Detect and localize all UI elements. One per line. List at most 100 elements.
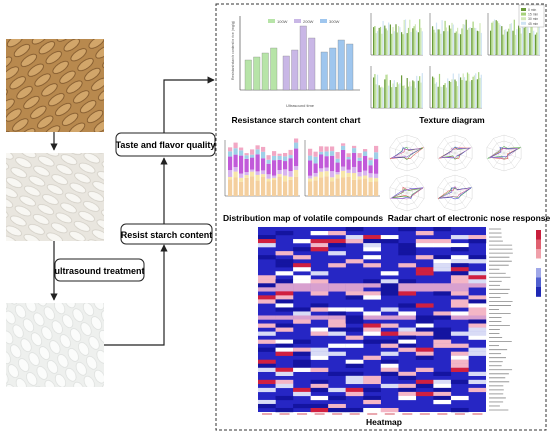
legend-swatch (521, 12, 526, 16)
heat-cell (450, 359, 469, 364)
stack-segment (357, 160, 362, 173)
stack-segment (330, 151, 335, 156)
heat-cell (293, 267, 311, 272)
heat-cell (258, 275, 276, 280)
texture-bar (419, 19, 421, 55)
heat-cell (310, 239, 329, 244)
stack-segment (341, 166, 346, 171)
heat-cell (415, 271, 434, 276)
heat-cell (328, 311, 346, 316)
stack-segment (277, 159, 282, 171)
heat-cell (468, 347, 487, 352)
stack-segment (272, 160, 277, 176)
heat-cell (415, 367, 434, 372)
heat-cell (468, 295, 487, 300)
heat-cell (258, 283, 276, 288)
stack-segment (346, 153, 351, 158)
stack-segment (277, 170, 282, 175)
texture-bar (402, 34, 404, 55)
texture-bar (378, 27, 380, 55)
heat-cell (328, 231, 346, 236)
heat-cell (275, 339, 294, 344)
texture-diagram (370, 13, 540, 109)
stack-segment (272, 175, 277, 178)
stack-segment (294, 138, 299, 143)
texture-bar (419, 76, 421, 108)
heat-cell (293, 311, 311, 316)
heat-cell (275, 407, 294, 413)
heat-cell (415, 351, 434, 356)
stack-segment (374, 152, 379, 160)
texture-bar (409, 81, 411, 108)
texture-bar (503, 29, 505, 55)
heat-cell (345, 287, 364, 292)
heat-cell (468, 299, 487, 304)
heat-cell (433, 283, 452, 288)
heat-cell (345, 343, 364, 348)
stack-segment (352, 152, 357, 167)
heat-cell (293, 347, 311, 352)
heat-cell (415, 347, 434, 352)
heat-cell (468, 319, 487, 324)
texture-bar (373, 27, 375, 55)
stack-segment (346, 159, 351, 170)
texture-bar (490, 30, 492, 55)
texture-bar (450, 81, 452, 108)
heat-cell (468, 255, 487, 260)
heat-cell (345, 227, 364, 232)
bar (320, 51, 328, 91)
texture-bar (510, 23, 512, 55)
heat-cell (450, 267, 469, 272)
stack-segment (374, 159, 379, 174)
stack-segment (228, 156, 233, 171)
heat-cell (450, 343, 469, 348)
heat-cell (345, 307, 364, 312)
legend-swatch (268, 19, 275, 23)
heat-cell (293, 263, 311, 268)
heat-cell (345, 291, 364, 296)
stack-segment (250, 176, 255, 196)
texture-bar (473, 75, 475, 108)
stack-segment (341, 145, 346, 150)
heat-cell (398, 303, 417, 308)
texture-bar (516, 29, 518, 55)
heat-cell (345, 295, 364, 300)
heat-cell (275, 279, 294, 284)
texture-bar (451, 22, 453, 55)
stack-segment (261, 177, 266, 196)
heat-cell (310, 347, 329, 352)
heat-cell (363, 323, 381, 328)
heat-cell (380, 287, 399, 292)
texture-bar (376, 31, 379, 55)
heat-cell (363, 235, 381, 240)
heat-cell (468, 307, 487, 312)
heat-cell (450, 255, 469, 260)
texture-bar (389, 80, 391, 108)
texture-bar (413, 81, 415, 108)
stack-segment (283, 175, 288, 182)
heat-cell (450, 271, 469, 276)
texture-bar (445, 27, 447, 55)
heat-cell (293, 279, 311, 284)
texture-bar (379, 26, 382, 55)
heat-cell (398, 327, 417, 332)
heat-cell (275, 323, 294, 328)
texture-bar (457, 27, 459, 55)
stack-segment (308, 148, 313, 156)
heat-cell (415, 255, 434, 260)
radar-series (439, 147, 472, 159)
stack-segment (330, 181, 335, 196)
heat-cell (450, 407, 469, 413)
heat-cell (310, 403, 329, 409)
heat-cell (450, 379, 469, 385)
texture-bar (476, 79, 478, 108)
heat-cell (275, 347, 294, 352)
heat-cell (468, 331, 487, 336)
heat-cell (345, 259, 364, 264)
heat-cell (380, 323, 399, 328)
stack-segment (239, 155, 244, 174)
stack-segment (233, 177, 238, 196)
stack-segment (357, 179, 362, 196)
heat-cell (258, 299, 276, 304)
